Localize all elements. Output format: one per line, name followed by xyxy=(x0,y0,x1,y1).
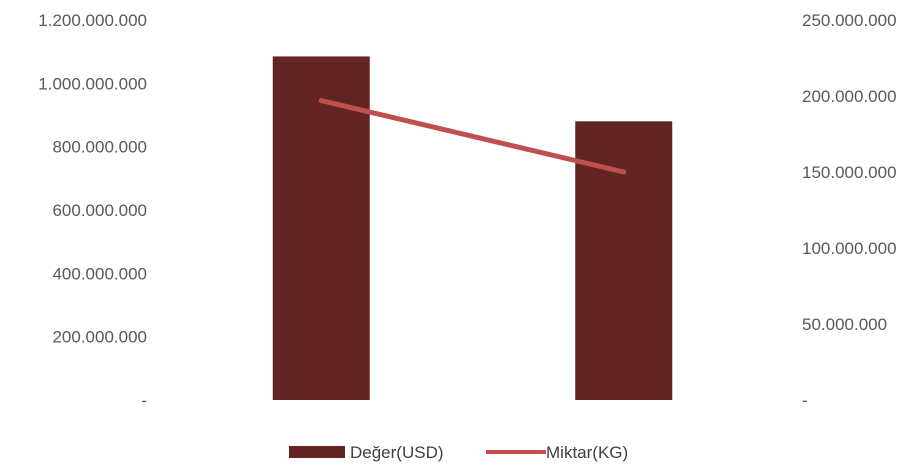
right-axis-ticks: - 50.000.000 100.000.000 150.000.000 200.000… xyxy=(802,11,897,410)
right-tick-label: 50.000.000 xyxy=(802,315,887,334)
right-tick-label: 150.000.000 xyxy=(802,163,897,182)
left-tick-label: 1.200.000.000 xyxy=(38,11,147,30)
line-series xyxy=(318,98,627,175)
left-tick-label: 800.000.000 xyxy=(52,138,147,157)
right-tick-label: 100.000.000 xyxy=(802,239,897,258)
right-tick-label: - xyxy=(802,391,808,410)
legend-swatch-bar xyxy=(289,446,345,458)
right-tick-label: 250.000.000 xyxy=(802,11,897,30)
left-axis-ticks: - 200.000.000 400.000.000 600.000.000 800.00… xyxy=(38,11,147,410)
series-line xyxy=(318,98,627,175)
legend-label-line: Miktar(KG) xyxy=(546,443,628,462)
right-tick-label: 200.000.000 xyxy=(802,87,897,106)
legend: Değer(USD) Miktar(KG) xyxy=(289,443,628,462)
bar xyxy=(575,121,673,400)
bar-series xyxy=(272,56,673,401)
legend-label-bar: Değer(USD) xyxy=(350,443,444,462)
left-tick-label: - xyxy=(141,391,147,410)
left-tick-label: 1.000.000.000 xyxy=(38,74,147,93)
left-tick-label: 200.000.000 xyxy=(52,328,147,347)
left-tick-label: 600.000.000 xyxy=(52,201,147,220)
left-tick-label: 400.000.000 xyxy=(52,264,147,283)
bar xyxy=(272,56,370,401)
